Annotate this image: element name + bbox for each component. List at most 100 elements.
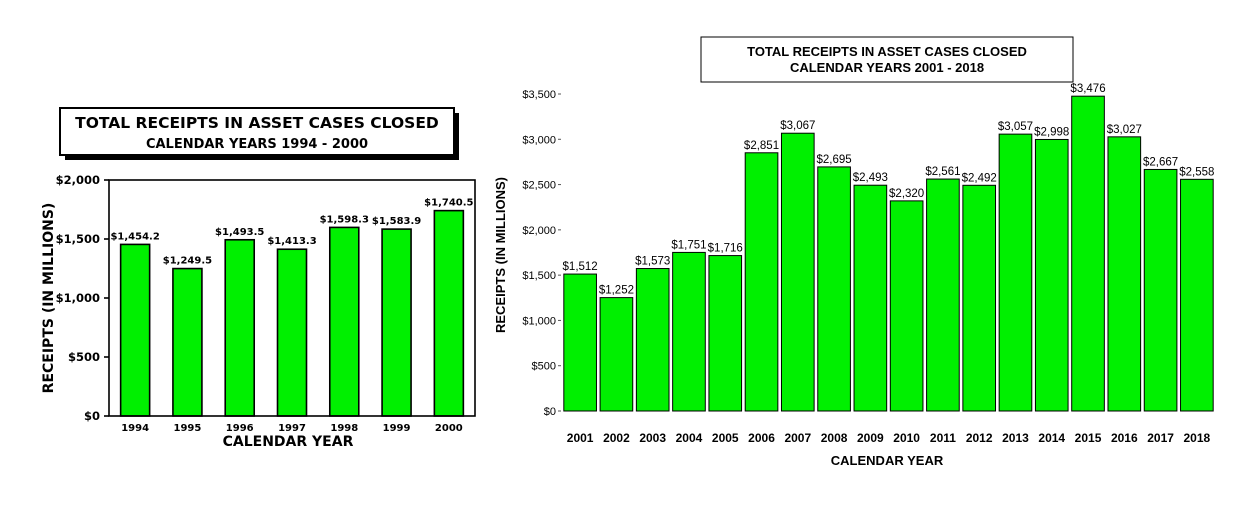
right-value-label: $2,561 (925, 166, 960, 178)
right-y-ticks: $0 $500 $1,000 $1,500 $2,000 $2,500 $3,000 $3,5… (522, 89, 561, 418)
right-y-tick-label: $0 (544, 406, 556, 418)
right-x-tick-label: 2007 (784, 431, 811, 445)
left-bar-1997 (276, 248, 308, 417)
right-bar-2009 (853, 184, 888, 412)
right-y-tick-label: $2,500 (522, 180, 556, 192)
left-y-ticks: $0 $500 $1,000 $1,500 $2,000 (56, 173, 109, 423)
left-bar-1999 (381, 228, 412, 417)
left-x-tick-label: 1995 (174, 423, 202, 434)
left-title-box (59, 107, 455, 156)
left-y-tick-label: $2,000 (56, 173, 100, 187)
right-y-tick-label: $3,000 (522, 134, 556, 146)
left-bars (119, 209, 465, 417)
right-chart-title: TOTAL RECEIPTS IN ASSET CASES CLOSED (747, 44, 1027, 59)
left-bar-1996 (224, 238, 256, 417)
right-x-tick-label: 2010 (893, 431, 920, 445)
right-x-tick-label: 2003 (639, 431, 666, 445)
left-bar-1995 (172, 267, 203, 417)
left-bar-1994 (119, 243, 151, 417)
right-x-tick-label: 2009 (857, 431, 884, 445)
right-x-tick-label: 2005 (712, 431, 739, 445)
right-bars (563, 95, 1214, 412)
right-x-axis-label: CALENDAR YEAR (831, 453, 944, 468)
left-x-tick-label: 1998 (330, 423, 358, 434)
right-x-tick-label: 2004 (676, 431, 703, 445)
right-value-label: $2,492 (962, 172, 997, 184)
right-bar-2017 (1143, 168, 1178, 412)
left-value-label: $1,493.5 (215, 227, 264, 238)
left-y-tick-label: $1,000 (56, 291, 100, 305)
right-value-label: $1,573 (635, 256, 670, 268)
right-value-label: $2,667 (1143, 156, 1178, 168)
right-y-tick-label: $3,500 (522, 89, 556, 101)
right-bar-2015 (1071, 95, 1105, 412)
left-value-label: $1,583.9 (372, 216, 421, 227)
right-value-label: $1,751 (671, 239, 706, 251)
left-x-tick-label: 1996 (226, 423, 254, 434)
left-value-label: $1,740.5 (424, 198, 473, 209)
right-y-axis-label: RECEIPTS (IN MILLIONS) (493, 177, 508, 333)
right-chart-subtitle: CALENDAR YEARS 2001 - 2018 (790, 60, 984, 75)
left-value-label: $1,598.3 (320, 214, 369, 225)
right-value-label: $2,493 (853, 172, 888, 184)
right-value-label: $2,320 (889, 188, 924, 200)
right-value-label: $1,716 (708, 243, 743, 255)
right-value-label: $3,476 (1070, 83, 1105, 95)
right-bar-2005 (708, 255, 743, 412)
right-value-label: $3,057 (998, 121, 1033, 133)
right-y-tick-label: $500 (532, 361, 556, 373)
left-x-tick-label: 1999 (383, 423, 411, 434)
right-value-label: $3,067 (780, 120, 815, 132)
right-bar-2018 (1180, 178, 1214, 412)
right-y-tick-label: $1,000 (522, 315, 556, 327)
left-bar-1998 (328, 226, 360, 417)
left-value-label: $1,249.5 (163, 256, 212, 267)
left-value-label: $1,454.2 (110, 231, 159, 242)
right-bar-2004 (672, 251, 706, 412)
right-x-tick-label: 2018 (1184, 431, 1211, 445)
right-x-tick-label: 2008 (821, 431, 848, 445)
right-bar-2008 (817, 166, 851, 412)
right-bar-2006 (744, 152, 779, 412)
right-value-labels: $1,512$1,252$1,573$1,751 $1,716$2,851$3,0… (563, 83, 1215, 296)
right-title-box (700, 36, 1074, 83)
left-chart: TOTAL RECEIPTS IN ASSET CASES CLOSED CAL… (41, 107, 476, 450)
right-bar-2011 (926, 178, 960, 412)
right-value-label: $2,558 (1179, 166, 1214, 178)
right-bar-2003 (635, 268, 670, 412)
right-x-tick-label: 2006 (748, 431, 775, 445)
right-x-tick-label: 2013 (1002, 431, 1029, 445)
right-value-label: $1,512 (563, 261, 598, 273)
right-bar-2013 (998, 133, 1033, 412)
right-bar-2012 (962, 184, 997, 412)
left-y-tick-label: $0 (84, 409, 100, 423)
left-x-axis-label: CALENDAR YEAR (223, 434, 354, 450)
right-x-tick-label: 2012 (966, 431, 993, 445)
left-value-labels: $1,454.2 $1,249.5 $1,493.5$1,413.3 $1,598.3… (110, 198, 473, 267)
right-value-label: $2,998 (1034, 126, 1069, 138)
right-value-label: $1,252 (599, 285, 634, 297)
left-chart-subtitle: CALENDAR YEARS 1994 - 2000 (146, 137, 368, 152)
right-bar-2016 (1107, 136, 1142, 412)
left-y-tick-label: $500 (68, 350, 100, 364)
right-x-tick-label: 2017 (1147, 431, 1174, 445)
left-plot-frame (108, 179, 476, 417)
right-x-ticks: 2001 2002 2003 2004 2005 2006 2007 2008 2009 2010… (567, 431, 1211, 445)
right-value-label: $3,027 (1107, 124, 1142, 136)
right-bar-2007 (780, 132, 815, 412)
left-x-tick-label: 1994 (121, 423, 149, 434)
right-x-tick-label: 2011 (930, 431, 956, 445)
right-y-tick-label: $1,500 (522, 270, 556, 282)
right-x-tick-label: 2014 (1038, 431, 1065, 445)
right-x-tick-label: 2016 (1111, 431, 1138, 445)
left-bar-2000 (433, 209, 465, 417)
right-y-tick-label: $2,000 (522, 225, 556, 237)
right-x-tick-label: 2015 (1075, 431, 1102, 445)
left-y-axis-label: RECEIPTS (IN MILLIONS) (41, 203, 57, 394)
right-bar-2014 (1034, 138, 1069, 412)
right-chart: TOTAL RECEIPTS IN ASSET CASES CLOSED CAL… (493, 36, 1215, 468)
right-x-tick-label: 2001 (567, 431, 594, 445)
right-bar-2010 (889, 200, 924, 412)
right-x-tick-label: 2002 (603, 431, 630, 445)
left-x-ticks: 1994 1995 1996 1997 1998 1999 2000 (121, 423, 463, 434)
